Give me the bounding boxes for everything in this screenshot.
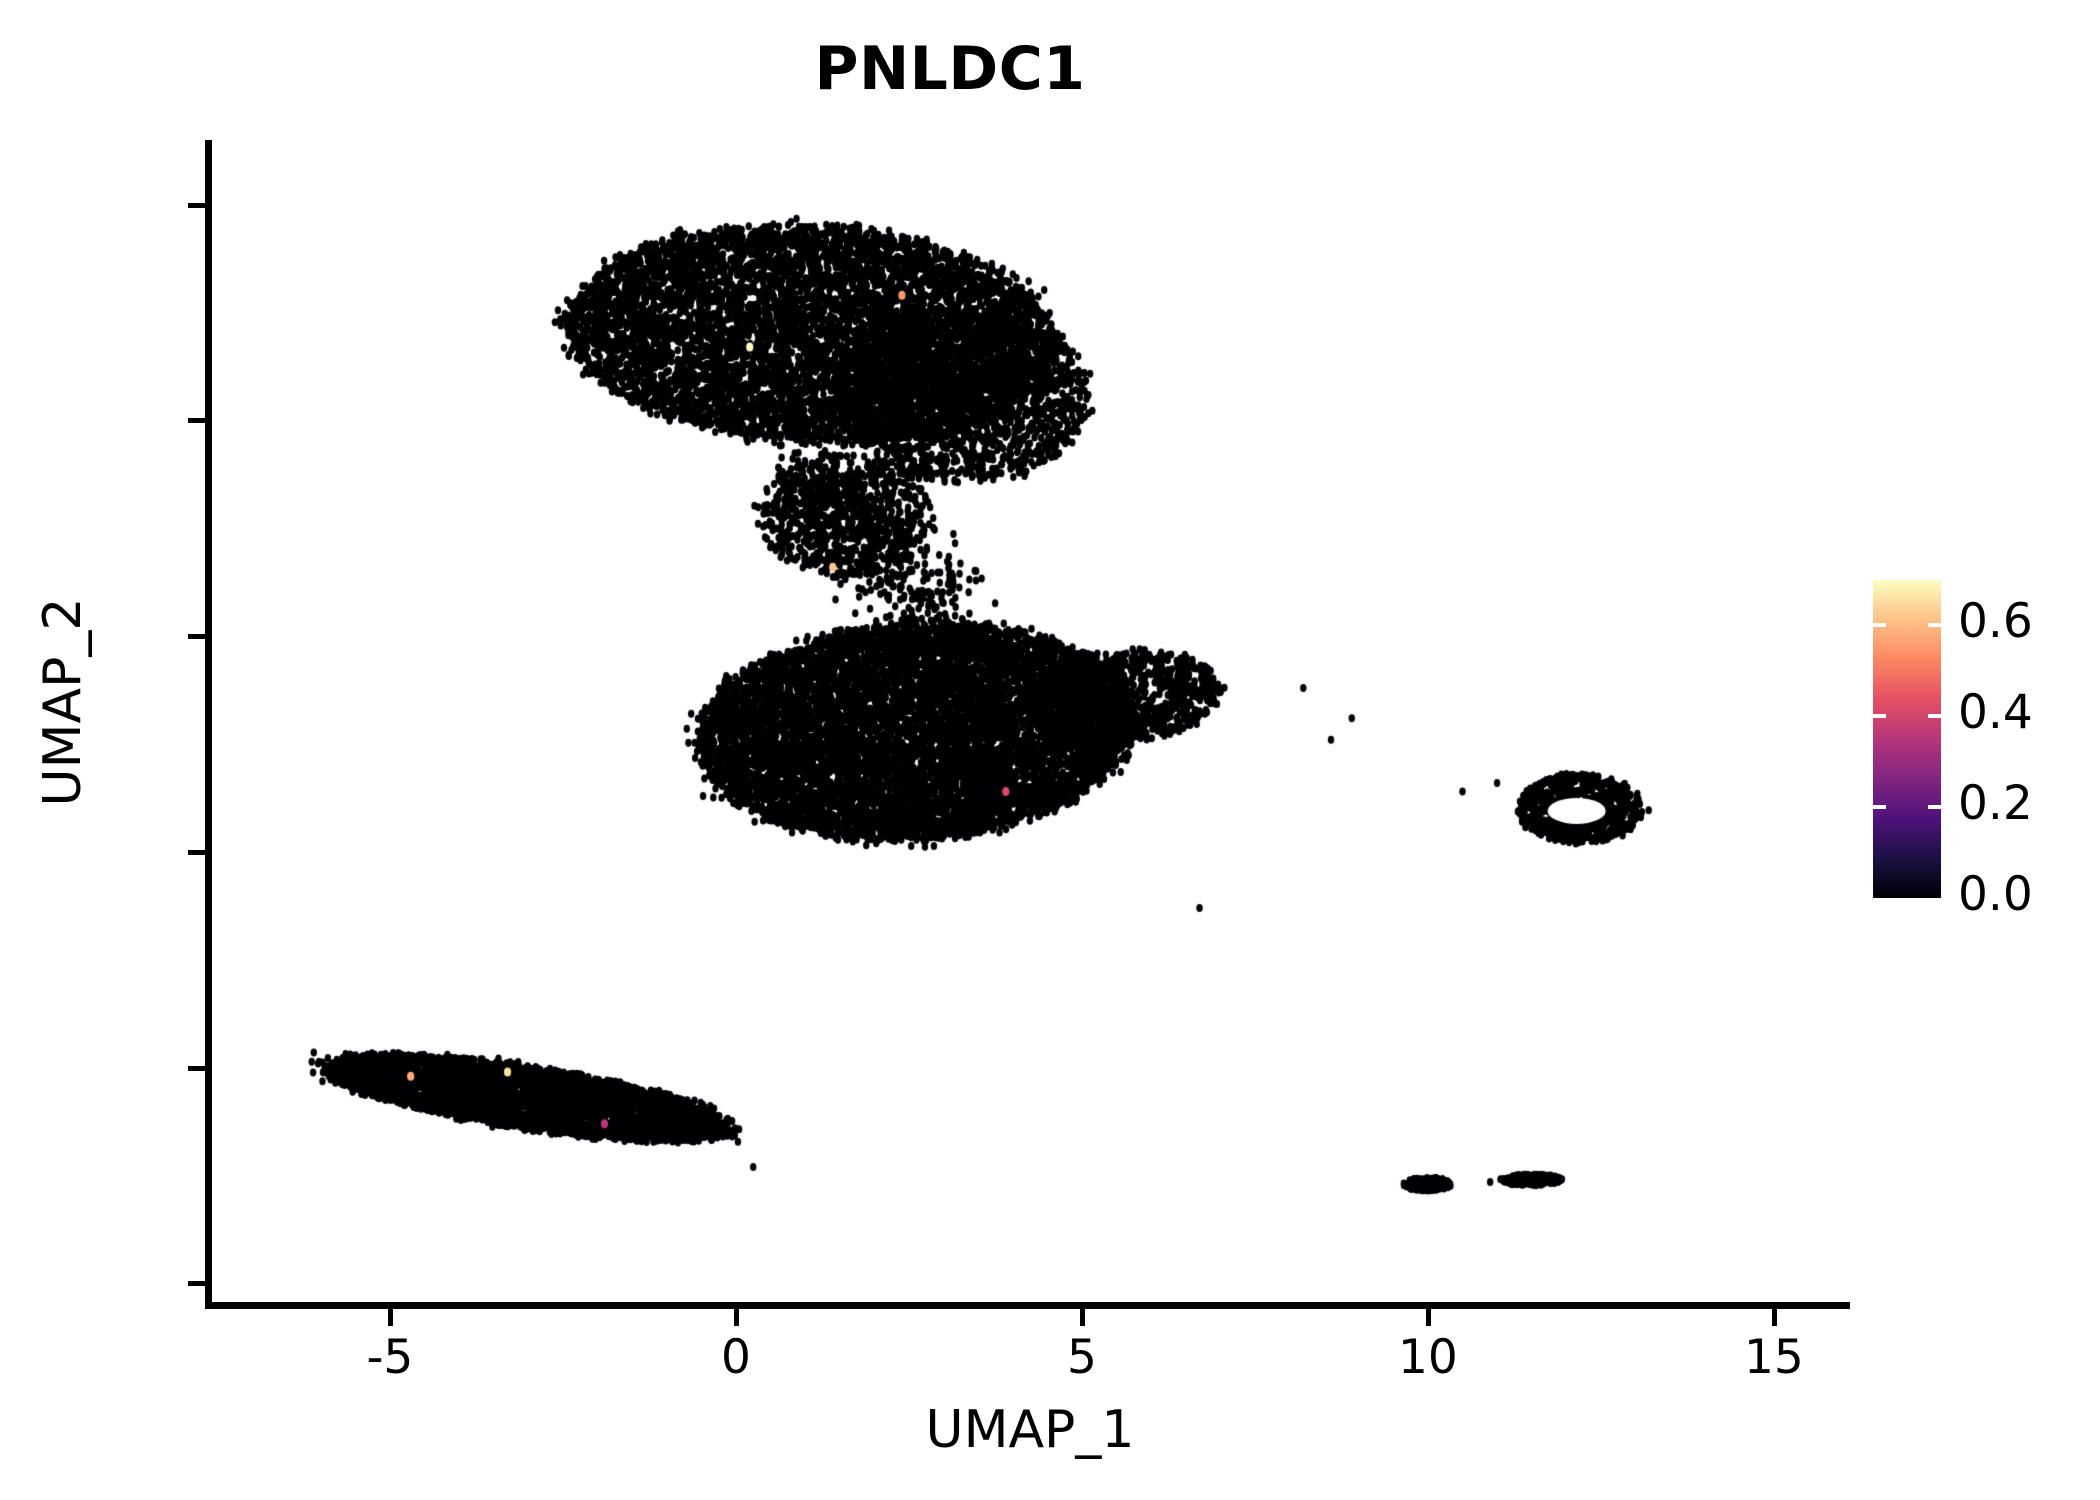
colorbar-tick-0.2 — [1928, 805, 1941, 810]
x-ticklabel: -5 — [366, 1330, 414, 1385]
page-title: PNLDC1 — [814, 34, 1086, 104]
x-tick-10 — [1425, 1309, 1431, 1326]
scatter-canvas — [210, 140, 1850, 1305]
x-axis-spine — [205, 1302, 1850, 1309]
plot-area — [210, 140, 1850, 1305]
y-tick-20 — [188, 202, 205, 208]
colorbar-tick-0.4 — [1873, 714, 1886, 719]
x-ticklabel: 10 — [1397, 1330, 1458, 1385]
y-tick-10 — [188, 634, 205, 640]
x-tick--5 — [387, 1309, 393, 1326]
colorbar-ticklabel: 0.4 — [1958, 685, 2033, 741]
x-axis-label: UMAP_1 — [925, 1400, 1135, 1460]
colorbar-ticklabel: 0.6 — [1958, 594, 2033, 650]
x-tick-5 — [1079, 1309, 1085, 1326]
x-tick-0 — [733, 1309, 739, 1326]
x-ticklabel: 0 — [720, 1330, 751, 1385]
x-ticklabel: 15 — [1743, 1330, 1804, 1385]
y-tick-15 — [188, 418, 205, 424]
colorbar-gradient — [1873, 580, 1941, 898]
colorbar-tick-0.6 — [1873, 623, 1886, 628]
y-tick-0 — [188, 1065, 205, 1071]
colorbar-tick-0.6 — [1928, 623, 1941, 628]
y-tick-5 — [188, 849, 205, 855]
x-tick-15 — [1771, 1309, 1777, 1326]
y-axis-label: UMAP_2 — [33, 597, 93, 807]
y-tick--5 — [188, 1281, 205, 1287]
colorbar-tick-0.2 — [1873, 805, 1886, 810]
x-ticklabel: 5 — [1066, 1330, 1097, 1385]
expression-colorbar — [1873, 580, 1941, 898]
colorbar-ticklabel: 0.0 — [1958, 867, 2033, 922]
y-axis-spine — [205, 140, 212, 1309]
colorbar-tick-0.4 — [1928, 714, 1941, 719]
colorbar-ticklabel: 0.2 — [1958, 776, 2033, 832]
